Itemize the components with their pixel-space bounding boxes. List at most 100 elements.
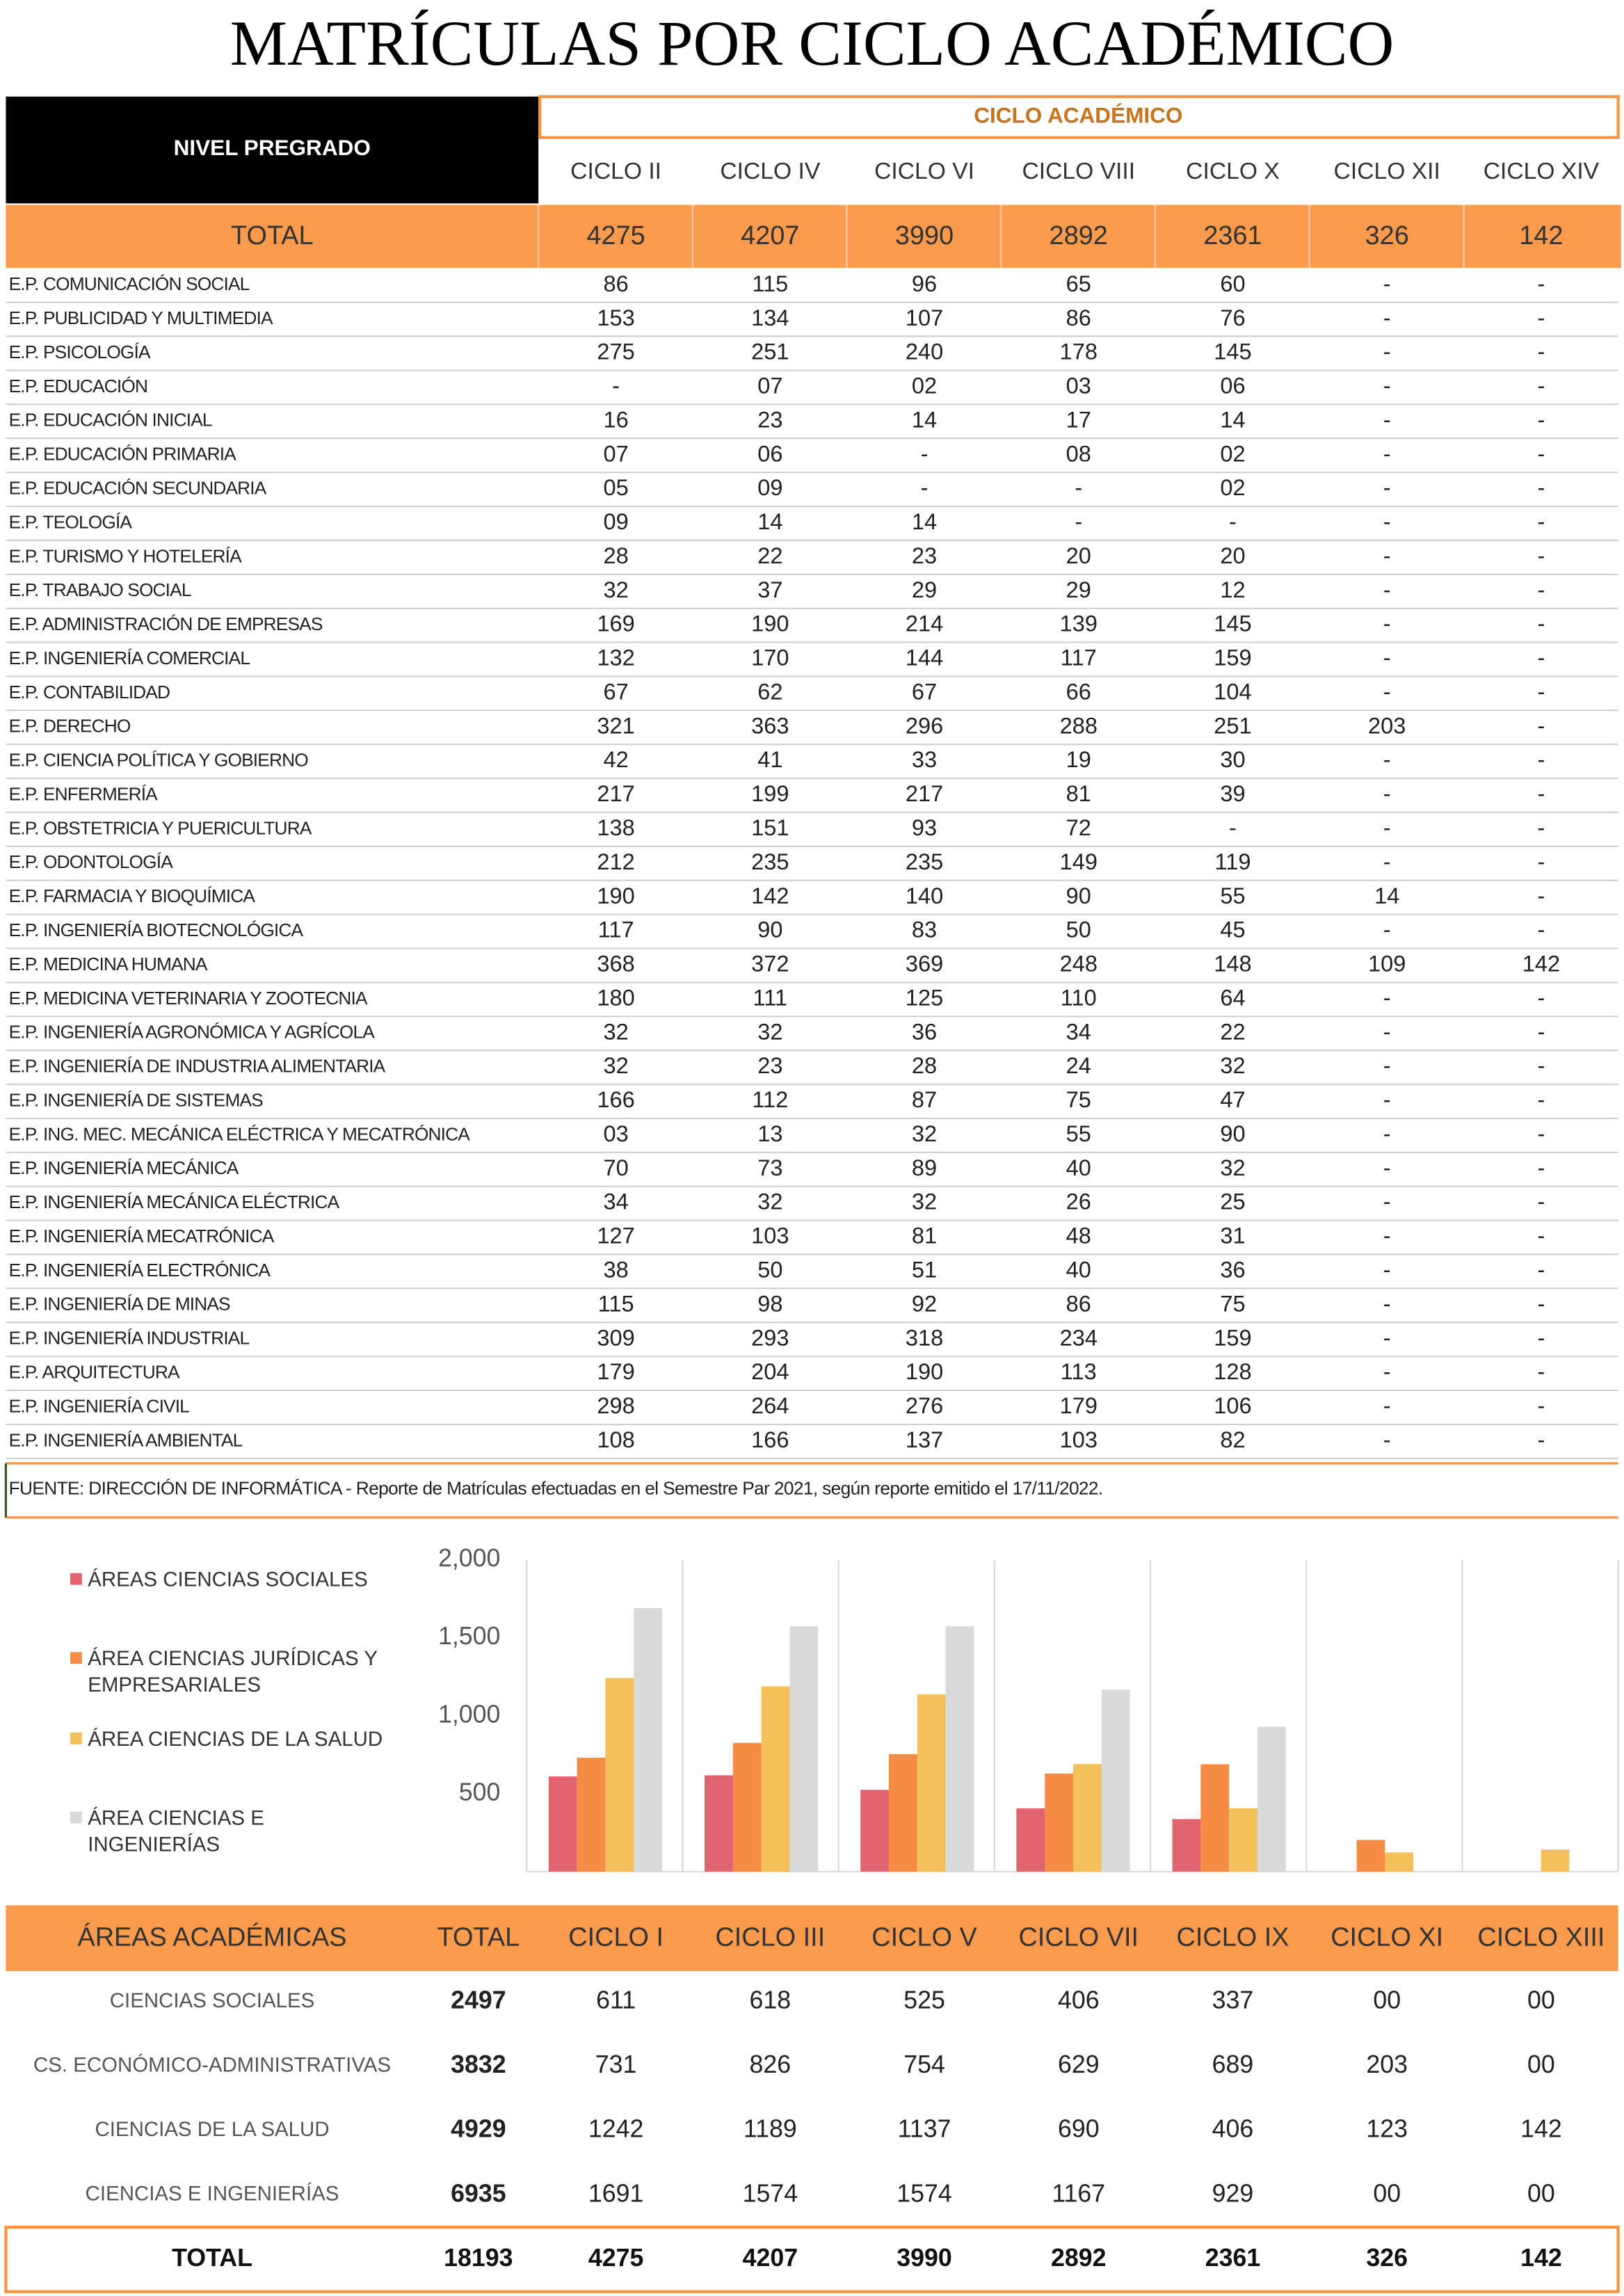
- cell: 05: [603, 474, 628, 500]
- program-name: E.P. INGENIERÍA DE INDUSTRIA ALIMENTARIA: [9, 1056, 386, 1077]
- cell: -: [1538, 849, 1545, 874]
- cell: 32: [757, 1018, 782, 1044]
- area-cell: 689: [1212, 2050, 1254, 2078]
- cell: 13: [757, 1121, 782, 1146]
- column-header: CICLO XIV: [1484, 159, 1600, 184]
- cell: -: [1538, 984, 1545, 1010]
- cell: -: [1383, 1427, 1391, 1452]
- cell: -: [1383, 1290, 1391, 1316]
- area-cell: 1574: [743, 2179, 798, 2207]
- cell: 82: [1220, 1427, 1245, 1452]
- cell: 109: [1368, 951, 1406, 977]
- cell: -: [1538, 406, 1545, 432]
- cell: 144: [906, 645, 943, 671]
- cell: -: [1075, 508, 1082, 534]
- cell: -: [1538, 1427, 1545, 1452]
- cell: 30: [1220, 746, 1245, 772]
- cell: 98: [757, 1290, 782, 1316]
- cell: 128: [1214, 1358, 1251, 1384]
- program-name: E.P. INGENIERÍA BIOTECNOLÓGICA: [9, 920, 304, 940]
- area-cell: 2497: [451, 1986, 506, 2014]
- cell: 14: [912, 406, 937, 432]
- areas-total: TOTAL: [172, 2244, 252, 2272]
- area-cell: 1242: [588, 2115, 644, 2143]
- cell: -: [1538, 678, 1545, 704]
- y-tick-label: 1,500: [438, 1622, 500, 1650]
- cell: 14: [912, 508, 937, 534]
- cell: 368: [597, 951, 634, 977]
- cell: 64: [1220, 984, 1245, 1010]
- areas-total: 3990: [897, 2244, 952, 2272]
- cell: -: [1538, 339, 1545, 364]
- cell: -: [1538, 440, 1545, 466]
- area-cell: 3832: [451, 2050, 506, 2078]
- cell: 103: [1060, 1427, 1098, 1452]
- areas-total: 4275: [588, 2244, 644, 2272]
- column-header: CICLO II: [570, 159, 661, 184]
- areas-total: 142: [1520, 2244, 1562, 2272]
- cell: 117: [598, 917, 634, 942]
- cell: 20: [1066, 543, 1091, 568]
- program-name: E.P. INGENIERÍA MECATRÓNICA: [9, 1226, 275, 1246]
- cell: -: [1383, 645, 1391, 671]
- cell: 17: [1066, 406, 1091, 432]
- cell: 34: [1066, 1018, 1091, 1044]
- cell: -: [1538, 305, 1545, 330]
- cell: -: [921, 474, 928, 500]
- cell: 318: [906, 1324, 943, 1350]
- cell: 235: [751, 849, 789, 874]
- total-value: 3990: [895, 221, 954, 250]
- program-name: E.P. TURISMO Y HOTELERÍA: [9, 545, 243, 566]
- area-cell: 731: [595, 2050, 637, 2078]
- areas-total: 4207: [743, 2244, 798, 2272]
- cell: 37: [757, 577, 782, 602]
- column-header: CICLO X: [1186, 159, 1280, 184]
- areas-total: 2892: [1051, 2244, 1107, 2272]
- area-cell: 1167: [1052, 2179, 1105, 2207]
- cell: 09: [757, 474, 782, 500]
- area-cell: 629: [1058, 2050, 1100, 2078]
- cell: -: [1538, 780, 1545, 806]
- legend-entry: ÁREA CIENCIAS E INGENIERÍAS: [88, 1806, 264, 1856]
- areas-header: CICLO XI: [1330, 1923, 1443, 1952]
- cell: -: [1538, 883, 1545, 908]
- cell: -: [1538, 1086, 1545, 1112]
- legend-label: ÁREA CIENCIAS DE LA SALUD: [88, 1726, 383, 1751]
- cell: -: [1383, 814, 1391, 840]
- legend-swatch: [70, 1733, 82, 1744]
- cell: 32: [603, 1052, 628, 1078]
- cell: 112: [752, 1086, 788, 1112]
- cell: -: [1383, 577, 1391, 602]
- bar: [577, 1758, 606, 1872]
- cell: 113: [1061, 1358, 1097, 1384]
- cell: 212: [597, 849, 634, 874]
- cell: 148: [1214, 951, 1251, 977]
- cell: 90: [757, 917, 782, 942]
- area-cell: 123: [1366, 2115, 1408, 2143]
- cell: 92: [912, 1290, 937, 1316]
- cell: 33: [912, 746, 937, 772]
- cell: 29: [912, 577, 937, 602]
- program-name: E.P. TRABAJO SOCIAL: [9, 579, 191, 600]
- cell: 234: [1060, 1324, 1098, 1350]
- cell: 251: [751, 339, 789, 364]
- cell: -: [1538, 577, 1545, 602]
- cell: 22: [1220, 1018, 1245, 1044]
- areas-header: CICLO V: [871, 1923, 977, 1952]
- cell: 31: [1220, 1223, 1245, 1249]
- bar: [1385, 1852, 1414, 1872]
- cell: 42: [603, 746, 628, 772]
- cell: 372: [751, 951, 789, 977]
- level-header: NIVEL PREGRADO: [174, 135, 371, 160]
- cell: 214: [906, 611, 943, 636]
- cell: -: [1383, 271, 1391, 296]
- cell: 32: [1220, 1052, 1245, 1078]
- cell: 132: [597, 645, 634, 671]
- cell: 07: [757, 373, 782, 399]
- cell: -: [1383, 746, 1391, 772]
- area-name: CS. ECONÓMICO-ADMINISTRATIVAS: [33, 2053, 391, 2076]
- cell: 321: [597, 712, 634, 738]
- cell: 03: [1066, 373, 1091, 399]
- cell: 55: [1066, 1121, 1091, 1146]
